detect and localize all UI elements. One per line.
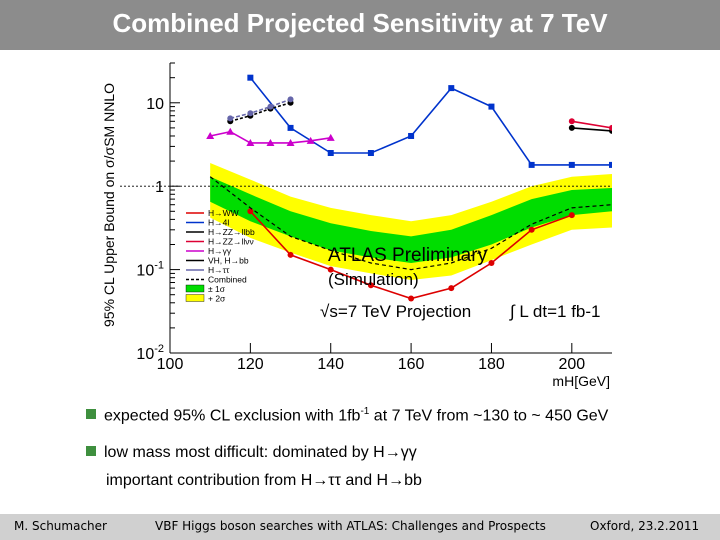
series-line [230,102,291,123]
bullet-1-sup: -1 [360,406,370,417]
legend-label: H→4l [208,218,229,228]
y-tick-label: 10 [146,96,164,113]
data-point [287,251,294,258]
data-point [247,74,254,81]
annotations: ATLAS Preliminary (Simulation) √s=7 TeV Pr… [320,245,601,321]
y-tick-label: 10-1 [136,260,164,280]
bullet-3: important contribution from H→ττ and H→b… [106,472,422,490]
band-1sigma [210,176,612,263]
legend-label: + 2σ [208,294,226,304]
data-point [568,124,575,131]
data-point [247,208,254,215]
legend-label: VH, H→bb [208,256,249,266]
x-tick-label: 120 [237,356,264,373]
lumi-label: ∫ L dt=1 fb-1 [509,302,601,321]
data-point [448,85,455,92]
data-point [247,110,254,117]
data-point [568,118,575,125]
bullet-2-text: low mass most difficult: dominated by H→… [104,444,417,461]
band-2sigma [210,162,612,281]
legend-label: Combined [208,275,247,285]
footer-date: Oxford, 23.2.2011 [590,519,700,533]
data-point [267,103,274,110]
series-line [571,127,612,132]
series-layer [206,74,612,302]
data-point [488,103,495,110]
x-axis-label: mH[GeV] [552,373,610,389]
legend-label: H→ττ [208,265,230,275]
data-point [528,161,535,168]
legend-label: H→γγ [208,246,232,256]
y-tick-exponent: -2 [154,343,164,355]
data-point [528,226,535,233]
legend-label: H→ZZ→llνν [208,237,254,247]
data-point [568,212,575,219]
x-tick-label: 160 [398,356,425,373]
data-point [568,161,575,168]
x-tick-label: 140 [317,356,344,373]
data-point [367,150,374,157]
legend-swatch [185,284,205,293]
series-line [249,77,612,166]
data-point [448,285,455,292]
bands-layer [210,162,612,281]
series-line [209,176,612,271]
bullet-3-text: important contribution from H→ττ and H→b… [106,472,422,489]
atlas-label: ATLAS Preliminary [328,245,488,266]
energy-label: √s=7 TeV Projection [320,302,471,321]
data-point [206,131,215,139]
y-axis-label: 95% CL Upper Bound on σ/σSM NNLO [101,83,117,327]
data-point [609,161,612,168]
x-tick-label: 180 [478,356,505,373]
y-tick-exponent: -1 [154,260,164,272]
bullet-1-text-end: at 7 TeV from ~130 to ~ 450 GeV [369,407,609,425]
bullet-1-text: expected 95% CL exclusion with 1fb [104,407,361,425]
x-tick-label: 200 [558,356,585,373]
title-bar [0,0,720,50]
data-point [327,150,334,157]
bullet-marker [86,409,96,420]
data-point [488,259,495,266]
data-point [266,138,275,146]
data-point [287,96,294,103]
bullet-2: low mass most difficult: dominated by H→… [86,444,417,462]
legend-label: H→WW [208,208,239,218]
bullet-1: expected 95% CL exclusion with 1fb-1 at … [86,406,608,425]
legend-label: H→ZZ→llbb [208,227,255,237]
legend-swatch [185,294,205,302]
data-point [246,138,255,146]
data-point [609,124,612,131]
series-line [571,120,612,129]
data-point [226,127,235,135]
data-point [326,133,335,141]
footer-author: M. Schumacher [14,519,107,533]
slide-title: Combined Projected Sensitivity at 7 TeV [112,8,608,38]
footer-talk-title: VBF Higgs boson searches with ATLAS: Cha… [155,519,546,533]
data-point [367,282,374,289]
simulation-label: (Simulation) [328,270,419,289]
y-tick-label: 1 [155,179,164,196]
x-tick-label: 100 [157,356,184,373]
data-point [408,295,415,302]
data-point [286,138,295,146]
data-point [408,132,415,139]
series-line [230,98,291,120]
footer-bar [0,514,720,540]
data-point [227,115,234,122]
data-point [327,266,334,273]
bullet-marker [86,446,96,456]
legend-label: ± 1σ [208,284,226,294]
data-point [306,136,315,144]
data-point [287,124,294,131]
